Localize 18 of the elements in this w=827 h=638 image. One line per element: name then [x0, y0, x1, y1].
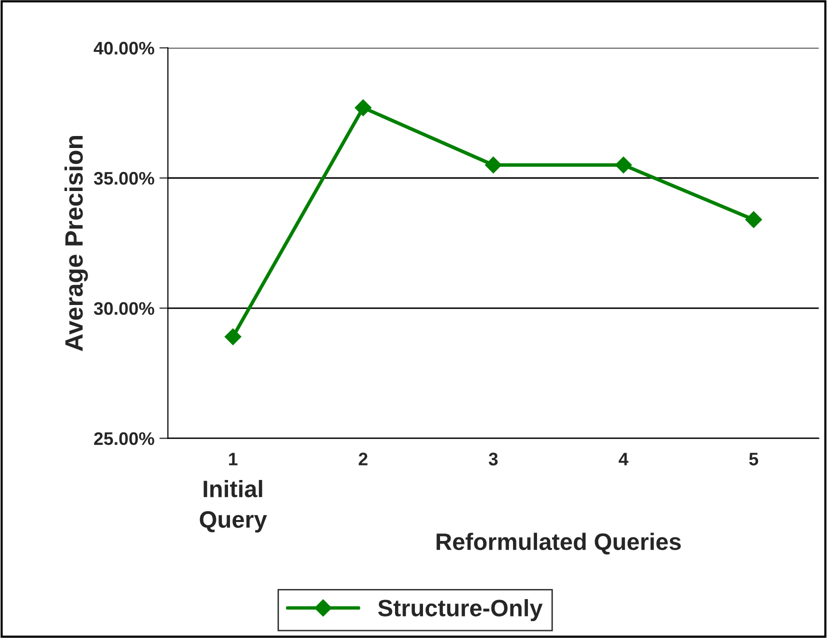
- point: [224, 328, 242, 346]
- x-tick-label: 4: [618, 452, 628, 466]
- text: Reformulated Queries: [436, 532, 681, 555]
- legend-label: Structure-Only: [378, 599, 543, 622]
- y-axis-title: Average Precision: [64, 136, 88, 352]
- text: Initial Query: [200, 480, 267, 533]
- x-tick-label: 2: [358, 452, 368, 466]
- point: [745, 211, 762, 228]
- y-tick-label: 35.00%: [94, 172, 154, 185]
- x-tick-label: 3: [488, 452, 498, 466]
- y-tick-label: 40.00%: [94, 42, 154, 55]
- point: [354, 99, 372, 116]
- x-tick-label: 5: [749, 452, 758, 466]
- y-tick-label: 25.00%: [94, 432, 154, 446]
- y-tick-label: 30.00%: [94, 302, 154, 315]
- point: [615, 156, 632, 174]
- x-tick-label: 1: [229, 452, 238, 466]
- point: [484, 156, 502, 174]
